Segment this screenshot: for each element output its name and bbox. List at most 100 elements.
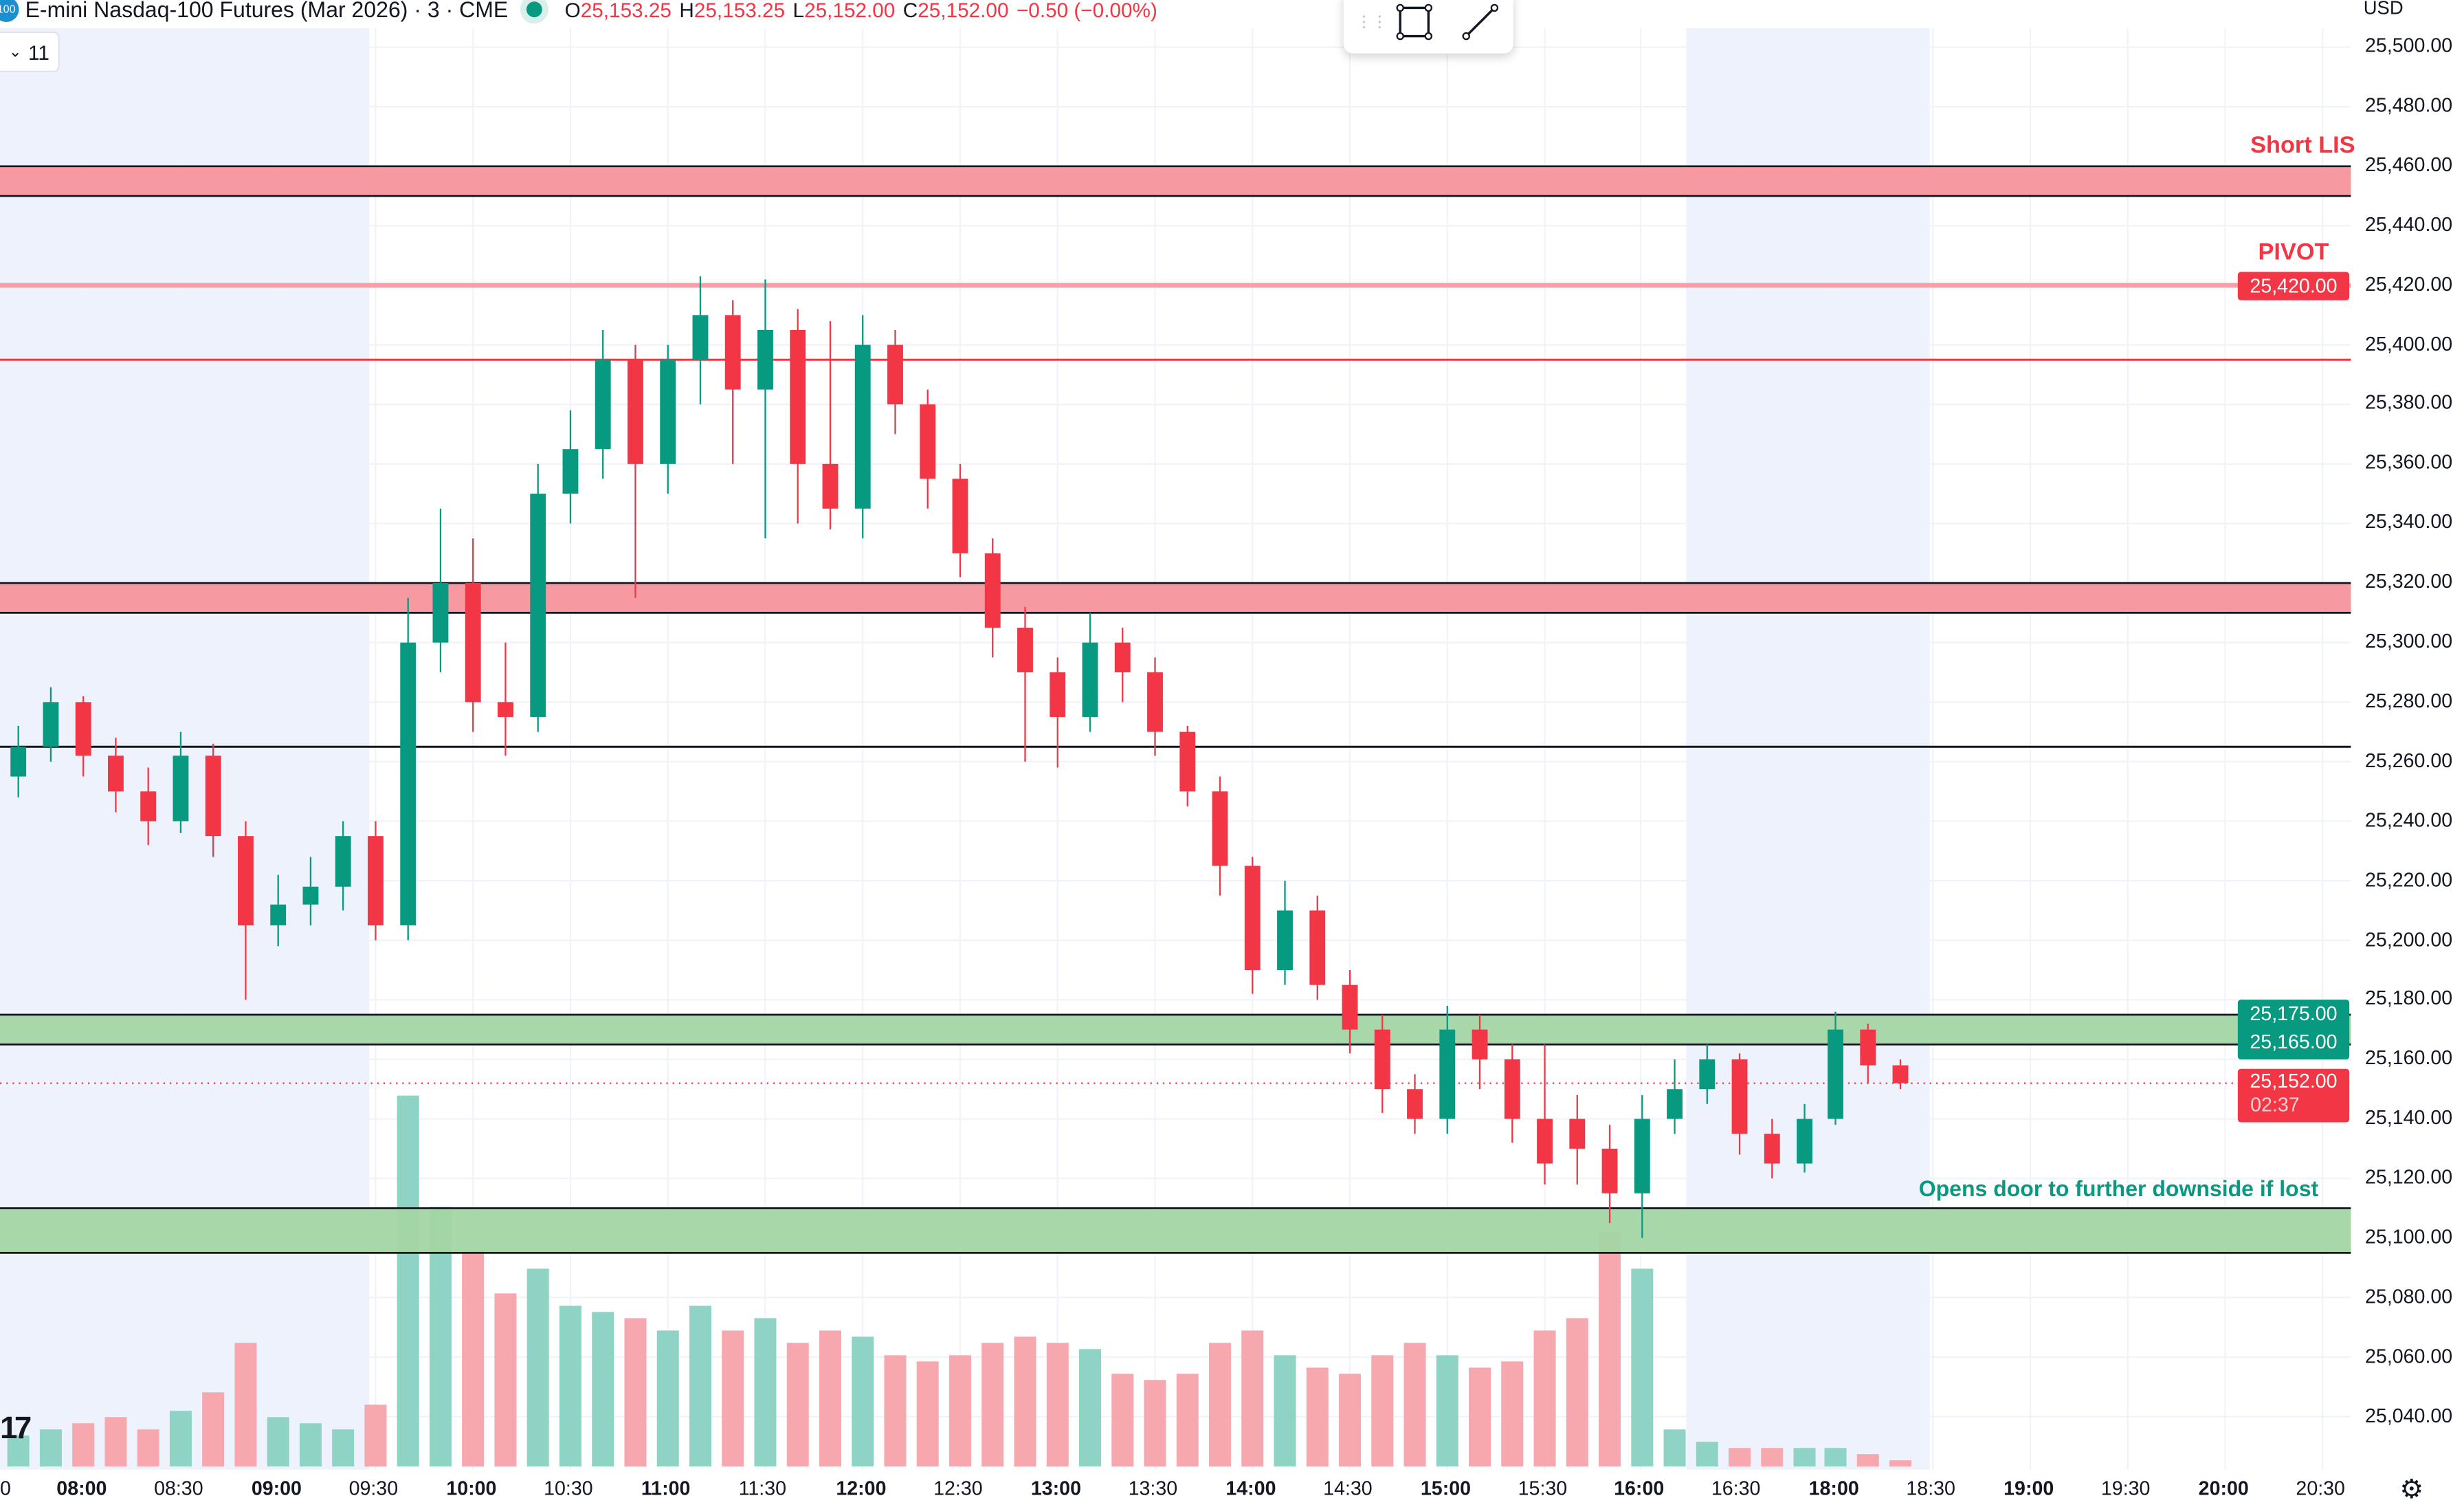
price-tick-label: 25,280.00 (2365, 690, 2453, 712)
volume-bar (1176, 1374, 1199, 1467)
price-tick-label: 25,480.00 (2365, 93, 2453, 116)
symbol-title[interactable]: E-mini Nasdaq-100 Futures (Mar 2026) · 3… (25, 0, 509, 23)
short-lis-label: Short LIS (2250, 132, 2355, 159)
volume-bar (884, 1355, 907, 1467)
candle-body (854, 344, 871, 509)
volume-bar (689, 1306, 711, 1467)
volume-bar (332, 1429, 355, 1467)
candle-body (270, 904, 287, 926)
candle-body (1114, 642, 1131, 672)
volume-bar (916, 1361, 939, 1467)
last-price: 25,152.00 (2250, 1070, 2338, 1093)
volume-bar (1078, 1349, 1102, 1467)
price-tick-label: 25,220.00 (2365, 868, 2453, 891)
green-zone-bottom-price: 25,165.00 (2250, 1031, 2338, 1053)
candle-body (1309, 910, 1326, 985)
price-tick-label: 25,080.00 (2365, 1286, 2453, 1308)
volume-bar (234, 1343, 257, 1467)
volume-bar (202, 1392, 225, 1467)
time-tick-label: 18:30 (1906, 1477, 1955, 1500)
candle-body (432, 583, 449, 643)
volume-bar (754, 1318, 777, 1467)
price-tick-label: 25,260.00 (2365, 749, 2453, 772)
candle-body (1147, 672, 1163, 732)
price-tick-label: 25,040.00 (2365, 1405, 2453, 1427)
volume-bar (1111, 1374, 1134, 1467)
volume-bar (852, 1336, 874, 1467)
candle-body (822, 463, 839, 509)
indicator-count: 11 (28, 40, 49, 64)
candle-body (562, 449, 579, 494)
volume-bar (104, 1417, 127, 1467)
candle-body (595, 360, 611, 450)
candle-body (1797, 1119, 1812, 1164)
candle-body (43, 702, 59, 747)
volume-bar (1014, 1336, 1036, 1467)
candle-body (920, 404, 936, 479)
volume-bar (948, 1355, 971, 1467)
candle-body (1892, 1065, 1909, 1083)
price-tick-label: 25,440.00 (2365, 213, 2453, 236)
time-tick-label: 10:00 (446, 1477, 497, 1500)
level-zone-red (0, 583, 2351, 613)
candle-body (952, 478, 968, 553)
settings-gear-icon[interactable]: ⚙ (2399, 1474, 2424, 1505)
volume-bar (1403, 1343, 1426, 1467)
indicators-toggle[interactable]: ⌄ 11 (0, 31, 60, 73)
volume-bar (7, 1435, 30, 1467)
candle-body (1731, 1059, 1748, 1134)
time-tick-label: 13:30 (1128, 1477, 1178, 1500)
time-tick-label: 15:00 (1420, 1477, 1472, 1500)
rectangle-tool-icon[interactable] (1394, 1, 1434, 42)
candle-body (1537, 1119, 1553, 1164)
volume-bar (526, 1268, 549, 1467)
candle-body (465, 583, 481, 703)
low-value: 25,152.00 (804, 0, 896, 21)
candle-body (10, 747, 27, 777)
volume-bar (462, 1250, 485, 1467)
green-zone-top-price: 25,175.00 (2250, 1002, 2338, 1025)
candle-body (1699, 1059, 1716, 1090)
volume-bar (1663, 1429, 1686, 1467)
candle-body (173, 756, 189, 822)
price-tick-label: 25,200.00 (2365, 928, 2453, 951)
volume-bar (981, 1343, 1004, 1467)
close-value: 25,152.00 (918, 0, 1009, 21)
drag-handle-icon[interactable]: ⋮⋮ (1356, 13, 1388, 31)
tradingview-logo[interactable]: 17 (0, 1411, 32, 1446)
price-tick-label: 25,140.00 (2365, 1107, 2453, 1130)
candle-body (400, 642, 417, 926)
level-zone-green (0, 1014, 2351, 1045)
candle-body (1017, 628, 1033, 672)
volume-bar (364, 1405, 387, 1467)
volume-bar (1209, 1343, 1232, 1467)
open-label: O (564, 0, 581, 21)
trend-line-tool-icon[interactable] (1460, 1, 1500, 42)
time-tick-label: 11:30 (738, 1477, 787, 1500)
volume-bar (1241, 1330, 1264, 1467)
candle-body (140, 791, 157, 822)
time-tick-label: 16:00 (1614, 1477, 1665, 1500)
currency-label[interactable]: USD (2363, 0, 2404, 19)
candle-body (238, 836, 254, 926)
volume-bar (1761, 1448, 1784, 1467)
change-value: −0.50 (−0.00%) (1016, 0, 1157, 21)
high-value: 25,153.25 (693, 0, 786, 21)
level-zone-green (0, 1208, 2351, 1253)
price-tick-label: 25,460.00 (2365, 153, 2453, 176)
volume-bar (722, 1330, 744, 1467)
volume-bar (1889, 1460, 1912, 1467)
candle-body (1472, 1029, 1488, 1059)
candle-body (498, 702, 513, 717)
candle-body (1860, 1029, 1876, 1066)
volume-bar (397, 1095, 419, 1467)
price-tick-label: 25,340.00 (2365, 511, 2453, 533)
candle-body (1082, 642, 1098, 717)
volume-bar (72, 1423, 95, 1467)
candle-body (790, 329, 806, 464)
candle-body (302, 886, 319, 905)
time-tick-label: 11:00 (641, 1477, 691, 1500)
candle-body (368, 836, 384, 926)
volume-bar (819, 1330, 841, 1467)
